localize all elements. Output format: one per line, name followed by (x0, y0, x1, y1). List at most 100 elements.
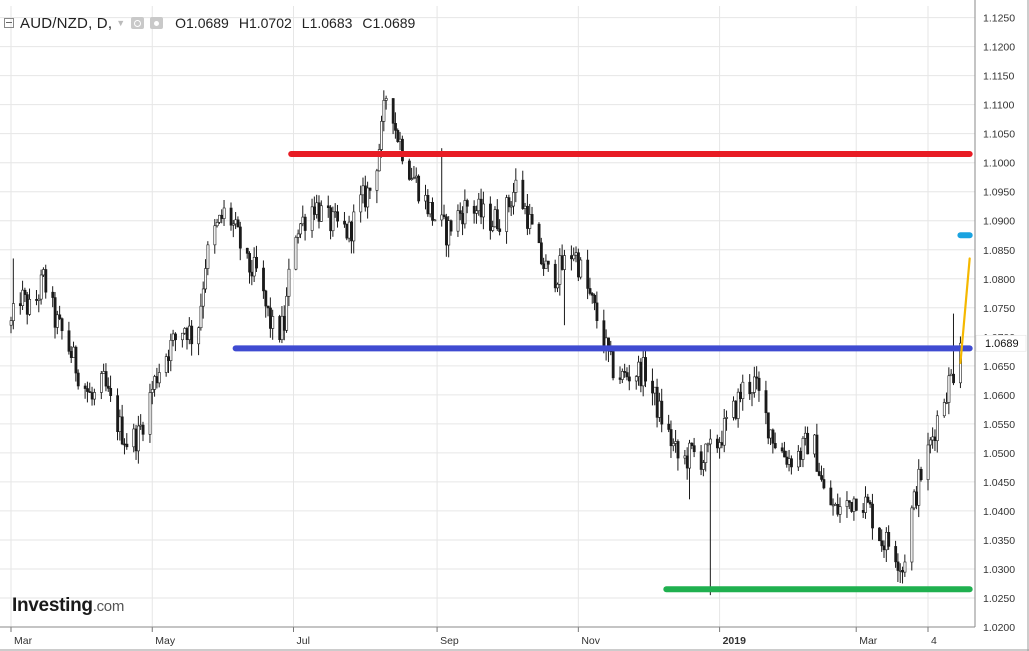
candle-body (18, 303, 22, 306)
candle-body (377, 149, 381, 172)
candle-body (773, 443, 777, 449)
candle-body (929, 439, 932, 446)
candle-body (935, 415, 939, 442)
candle-body (477, 198, 481, 212)
last-price-tag (975, 334, 1027, 352)
gear-icon[interactable] (150, 17, 164, 29)
drawing-trend-line[interactable] (959, 257, 971, 365)
candle-body (250, 271, 254, 277)
eye-icon[interactable] (131, 17, 145, 29)
candle-body (215, 222, 219, 227)
candle-body (771, 429, 775, 444)
candle-body (692, 445, 696, 453)
candle-body (722, 418, 726, 446)
candle-body (183, 328, 187, 334)
drawings[interactable] (232, 150, 973, 593)
candle-body (23, 289, 27, 295)
candle-body (363, 185, 367, 208)
candle-body (655, 386, 659, 418)
x-tick-label: May (155, 635, 176, 647)
candle-body (887, 531, 891, 547)
candle-body (572, 254, 576, 260)
candle-body (264, 290, 268, 307)
candle-body (401, 138, 404, 162)
candle-body (414, 175, 418, 178)
candle-body (560, 255, 564, 270)
candle-body (590, 293, 594, 296)
candle-body (588, 288, 592, 294)
candle-body (123, 443, 126, 446)
candle-body (394, 123, 397, 131)
candle-body (104, 371, 108, 387)
candle-body (634, 376, 638, 382)
candle-body (190, 325, 194, 345)
candle-body (465, 200, 469, 207)
candle-body (67, 330, 71, 352)
candle-body (282, 315, 286, 331)
candle-body (586, 259, 590, 289)
candle-body (44, 269, 48, 293)
candle-body (118, 416, 122, 432)
candle-body (58, 314, 62, 319)
candle-body (384, 98, 388, 101)
symbol-label[interactable]: AUD/NZD, D, (20, 14, 113, 32)
candle-body (410, 178, 414, 180)
candle-body (313, 206, 316, 215)
candle-body (850, 501, 854, 512)
candle-body (333, 211, 337, 214)
chevron-down-icon[interactable]: ▼ (116, 18, 126, 28)
candle-body (523, 205, 527, 209)
candle-body (218, 214, 221, 223)
candle-body (783, 450, 786, 458)
y-tick-label: 1.1200 (983, 42, 1015, 54)
candle-body (495, 209, 499, 230)
candle-body (498, 228, 502, 232)
logo-suffix: .com (92, 598, 125, 615)
candle-body (139, 424, 143, 427)
candle-body (720, 442, 724, 446)
candle-body (137, 425, 140, 452)
y-tick-label: 1.0250 (983, 593, 1015, 605)
candle-body (463, 200, 467, 225)
candle-body (315, 202, 319, 215)
candle-body (593, 294, 597, 304)
candle-body (90, 392, 94, 400)
candle-body (509, 205, 513, 208)
candle-body (229, 207, 233, 226)
y-tick-label: 1.0200 (983, 622, 1015, 634)
candle-body (426, 194, 430, 215)
candle-body (556, 283, 559, 289)
candle-body (836, 504, 840, 515)
candle-body (440, 214, 444, 221)
price-axis[interactable]: 1.1250 1.1200 1.1150 1.1100 1.1050 1.1000 1.09… (974, 0, 1029, 651)
candle-body (641, 357, 645, 387)
candle-body (669, 429, 673, 447)
collapse-icon[interactable] (4, 18, 14, 28)
y-tick-label: 1.0650 (983, 361, 1015, 373)
candle-body (100, 373, 103, 393)
candle-body (155, 376, 159, 384)
candle-body (866, 496, 870, 503)
candle-body (361, 185, 365, 196)
candle-body (72, 346, 76, 358)
y-tick-label: 1.0400 (983, 506, 1015, 518)
candle-body (352, 211, 356, 242)
candle-body (653, 386, 657, 394)
candle-body (125, 443, 129, 448)
candle-body (472, 205, 476, 214)
candle-body (817, 471, 821, 476)
time-axis[interactable]: Mar May Jul Sep Nov 2019 Mar 4 (0, 626, 1029, 651)
candle-body (755, 376, 759, 379)
candle-body (829, 487, 833, 506)
candle-body (637, 361, 641, 377)
last-price-label: 1.0689 (985, 338, 1019, 350)
candle-body (803, 432, 807, 439)
candle-body (621, 371, 624, 380)
close-value: C1.0689 (362, 15, 416, 31)
candle-body (347, 221, 351, 239)
candle-body (952, 373, 955, 384)
candle-body (449, 220, 453, 232)
candle-body (319, 205, 323, 222)
candle-body (86, 388, 89, 392)
